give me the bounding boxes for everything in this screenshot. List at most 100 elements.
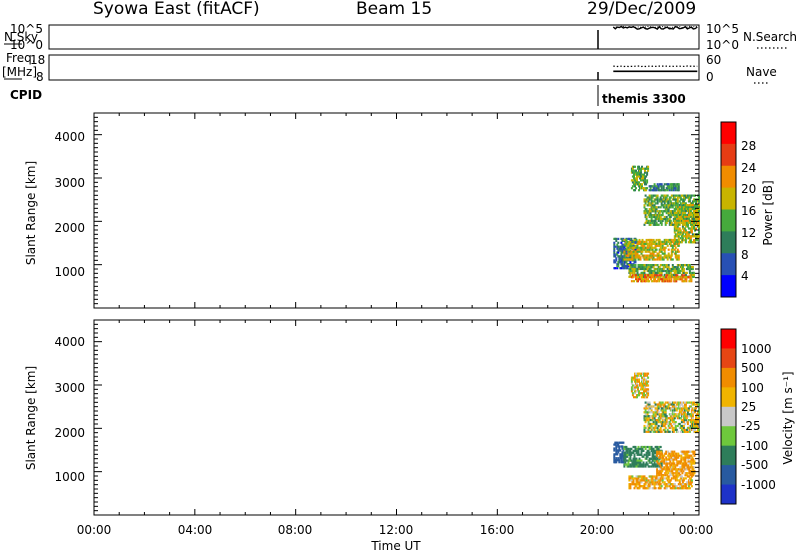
heatmap-cell (636, 248, 639, 251)
heatmap-cell (655, 477, 658, 480)
heatmap-cell (667, 454, 670, 457)
heatmap-cell (691, 415, 694, 418)
heatmap-cell (629, 485, 632, 488)
heatmap-cell (628, 250, 631, 253)
heatmap-cell (630, 237, 633, 240)
heatmap-cell (648, 258, 651, 261)
heatmap-cell (652, 481, 655, 484)
heatmap-cell (684, 405, 687, 408)
heatmap-cell (690, 479, 693, 482)
heatmap-cell (660, 250, 663, 253)
heatmap-cell (657, 403, 660, 406)
heatmap-cell (654, 426, 657, 429)
heatmap-cell (671, 240, 674, 243)
heatmap-cell (631, 274, 634, 277)
heatmap-cell (667, 266, 670, 269)
heatmap-cell (622, 247, 625, 250)
heatmap-cell (643, 477, 646, 480)
heatmap-cell (695, 235, 697, 238)
heatmap-cell (646, 242, 649, 245)
heatmap-cell (676, 221, 679, 224)
heatmap-cell (643, 248, 646, 251)
heatmap-cell (651, 483, 654, 486)
heatmap-cell (646, 374, 649, 377)
heatmap-cell (613, 241, 616, 244)
heatmap-cell (666, 258, 669, 261)
heatmap-cell (628, 248, 631, 251)
heatmap-cell (655, 208, 658, 211)
heatmap-cell (656, 470, 659, 473)
velocity-colorbar-swatch (721, 367, 736, 388)
heatmap-cell (656, 481, 659, 484)
heatmap-cell (694, 430, 696, 433)
heatmap-cell (619, 245, 622, 248)
heatmap-cell (643, 419, 646, 422)
heatmap-cell (667, 240, 670, 243)
heatmap-cell (638, 250, 641, 253)
power-colorbar-swatch (721, 253, 736, 276)
heatmap-cell (690, 475, 693, 478)
heatmap-cell (658, 280, 661, 283)
heatmap-cell (685, 278, 688, 281)
heatmap-cell (680, 428, 683, 431)
heatmap-cell (689, 477, 692, 480)
power-colorbar-swatch (721, 209, 736, 232)
heatmap-cell (669, 422, 672, 426)
heatmap-cell (656, 264, 659, 267)
heatmap-cell (661, 219, 664, 222)
heatmap-cell (656, 411, 659, 414)
heatmap-cell (680, 466, 683, 469)
heatmap-cell (634, 189, 636, 192)
heatmap-cell (643, 415, 646, 418)
heatmap-cell (655, 479, 658, 482)
heatmap-cell (672, 204, 675, 207)
heatmap-cell (675, 276, 678, 279)
heatmap-cell (681, 472, 684, 475)
heatmap-cell (683, 280, 686, 283)
heatmap-cell (677, 237, 680, 240)
heatmap-cell (642, 273, 645, 276)
heatmap-cell (677, 462, 680, 465)
heatmap-cell (656, 217, 659, 221)
heatmap-cell (676, 225, 679, 228)
heatmap-cell (648, 256, 651, 259)
heatmap-cell (631, 384, 634, 387)
heatmap-cell (642, 167, 644, 170)
heatmap-cell (635, 485, 638, 488)
heatmap-cell (645, 217, 648, 221)
nave-tick-bottom: 0 (706, 70, 714, 84)
heatmap-cell (650, 445, 653, 449)
heatmap-cell (631, 246, 634, 249)
heatmap-cell (656, 200, 659, 203)
heatmap-cell (672, 472, 675, 475)
heatmap-cell (640, 449, 643, 452)
heatmap-cell (624, 451, 627, 454)
heatmap-cell (667, 424, 670, 428)
heatmap-cell (647, 479, 650, 482)
heatmap-cell (634, 264, 637, 267)
heatmap-cell (644, 212, 647, 215)
heatmap-cell (644, 248, 647, 251)
heatmap-cell (671, 258, 674, 261)
heatmap-cell (632, 483, 635, 486)
heatmap-cell (630, 388, 633, 391)
heatmap-cell (624, 457, 627, 460)
heatmap-cell (636, 252, 639, 255)
heatmap-cell (629, 271, 632, 274)
heatmap-cell (686, 474, 689, 477)
heatmap-cell (668, 456, 671, 459)
heatmap-cell (686, 225, 689, 228)
heatmap-cell (681, 274, 684, 277)
heatmap-cell (631, 475, 634, 478)
heatmap-cell (665, 415, 668, 418)
heatmap-cell (667, 421, 670, 424)
heatmap-cell (660, 223, 663, 226)
heatmap-cell (698, 217, 700, 220)
heatmap-cell (677, 183, 680, 186)
heatmap-cell (631, 258, 634, 261)
heatmap-cell (668, 187, 671, 190)
heatmap-cell (641, 445, 644, 449)
heatmap-cell (662, 198, 665, 201)
heatmap-cell (638, 378, 640, 381)
heatmap-cell (639, 267, 642, 271)
